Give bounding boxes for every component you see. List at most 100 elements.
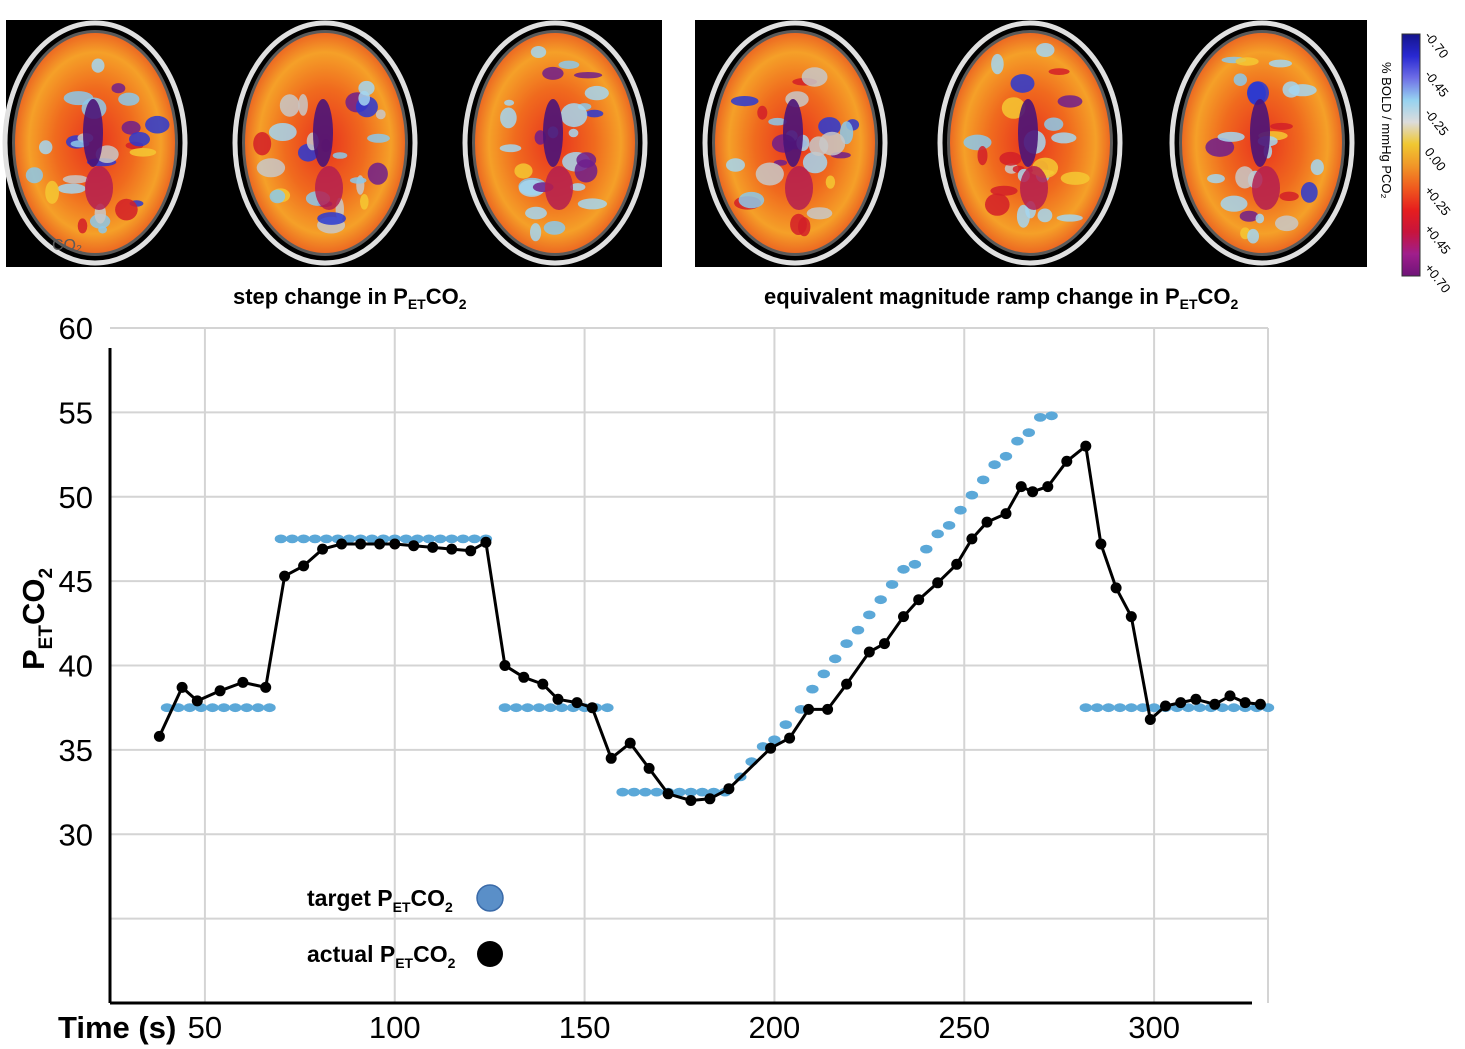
actual-point bbox=[237, 676, 249, 688]
target-point bbox=[274, 534, 288, 544]
target-point bbox=[1090, 703, 1104, 713]
target-point bbox=[954, 505, 967, 515]
actual-point bbox=[981, 516, 993, 528]
actual-point bbox=[552, 693, 564, 705]
colorbar-tick-label: +0.70 bbox=[1422, 261, 1454, 296]
actual-point bbox=[480, 536, 492, 548]
actual-point bbox=[1080, 440, 1092, 452]
colorbar-tick-label: -0.45 bbox=[1422, 67, 1452, 100]
left-panel-caption: step change in PETCO2 bbox=[233, 284, 467, 312]
target-point bbox=[1136, 703, 1149, 713]
y-tick-label: 50 bbox=[59, 480, 93, 515]
actual-point bbox=[1239, 697, 1251, 709]
actual-point bbox=[1160, 700, 1171, 712]
target-point bbox=[601, 703, 614, 713]
colorbar-tick-label: +0.45 bbox=[1422, 222, 1454, 257]
actual-point bbox=[1125, 611, 1137, 623]
actual-point bbox=[704, 793, 716, 805]
target-point bbox=[817, 669, 830, 679]
target-point bbox=[999, 451, 1013, 461]
x-tick-label: 100 bbox=[369, 1010, 421, 1045]
target-point bbox=[942, 521, 956, 530]
actual-point bbox=[408, 540, 420, 552]
target-point bbox=[544, 703, 557, 713]
actual-point bbox=[260, 681, 272, 693]
target-point bbox=[1034, 413, 1047, 422]
target-point bbox=[639, 787, 652, 797]
target-point bbox=[1011, 436, 1024, 446]
actual-point bbox=[317, 543, 329, 555]
target-point bbox=[320, 534, 333, 544]
colorbar-tick-label: -0.70 bbox=[1422, 29, 1452, 62]
actual-point bbox=[446, 543, 458, 555]
actual-point bbox=[784, 732, 796, 744]
actual-point bbox=[1254, 698, 1266, 710]
y-tick-label: 30 bbox=[59, 817, 93, 852]
colorbar-tick-label: 0.00 bbox=[1422, 145, 1449, 174]
actual-point bbox=[586, 702, 598, 714]
target-point bbox=[1022, 428, 1035, 437]
target-point bbox=[1102, 703, 1115, 713]
legend: target PETCO2 actual PETCO2 bbox=[307, 884, 504, 971]
brain-slice bbox=[702, 20, 888, 266]
colorbar-title: % BOLD / mmHg PCO₂ bbox=[1379, 62, 1394, 199]
actual-point bbox=[1224, 690, 1236, 702]
target-point bbox=[308, 534, 322, 544]
target-point bbox=[696, 787, 709, 797]
actual-point bbox=[1190, 693, 1202, 705]
target-point bbox=[1227, 703, 1241, 713]
actual-point bbox=[966, 533, 978, 545]
x-tick-label: 250 bbox=[938, 1010, 990, 1045]
chart-axes bbox=[108, 348, 1252, 1005]
actual-point bbox=[518, 671, 530, 683]
target-point bbox=[498, 703, 512, 713]
target-point bbox=[456, 534, 470, 544]
target-point bbox=[445, 534, 458, 544]
target-point bbox=[286, 534, 299, 544]
x-axis-title: Time (s) bbox=[58, 1010, 176, 1045]
target-point bbox=[1193, 703, 1206, 713]
target-point bbox=[510, 703, 523, 713]
brain-slice bbox=[2, 20, 188, 266]
y-tick-label: 60 bbox=[59, 311, 93, 346]
legend-label-target: target PETCO2 bbox=[307, 885, 453, 915]
target-point bbox=[616, 787, 629, 797]
target-point bbox=[1125, 703, 1138, 713]
y-tick-label: 35 bbox=[59, 733, 93, 768]
actual-point bbox=[662, 788, 674, 800]
actual-series bbox=[153, 440, 1266, 806]
brain-slice bbox=[1169, 20, 1355, 266]
colorbar-tick-label: +0.25 bbox=[1422, 183, 1454, 218]
actual-point bbox=[1175, 697, 1187, 709]
y-tick-labels: 30 35 40 45 50 55 60 bbox=[59, 311, 93, 852]
target-point bbox=[297, 534, 310, 544]
target-point bbox=[779, 720, 792, 729]
legend-label-actual: actual PETCO2 bbox=[307, 941, 456, 971]
target-point bbox=[468, 534, 481, 544]
actual-point bbox=[1061, 455, 1073, 467]
actual-point bbox=[841, 678, 853, 690]
colorbar-scale bbox=[1401, 33, 1421, 277]
target-point bbox=[1045, 411, 1058, 421]
chart: 30 35 40 45 50 55 60 50 100 150 200 250 300 Time (s… bbox=[16, 311, 1275, 1045]
actual-point bbox=[571, 697, 583, 709]
target-point bbox=[206, 703, 219, 713]
target-point bbox=[650, 787, 663, 797]
target-point bbox=[1113, 703, 1127, 713]
target-point bbox=[434, 534, 447, 544]
target-point bbox=[251, 703, 265, 713]
target-point bbox=[851, 625, 865, 635]
target-point bbox=[988, 460, 1001, 470]
actual-point bbox=[499, 660, 511, 671]
x-tick-label: 300 bbox=[1128, 1010, 1180, 1045]
actual-point bbox=[685, 795, 697, 806]
target-point bbox=[1147, 703, 1161, 713]
target-point bbox=[840, 639, 853, 648]
actual-point bbox=[1027, 486, 1039, 498]
target-point bbox=[532, 703, 546, 713]
actual-point bbox=[898, 611, 909, 623]
target-point bbox=[806, 684, 819, 694]
actual-point bbox=[336, 538, 348, 550]
actual-point bbox=[765, 742, 777, 754]
